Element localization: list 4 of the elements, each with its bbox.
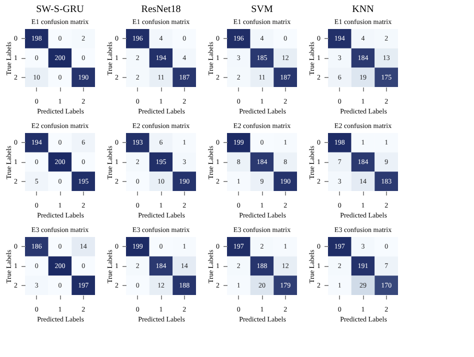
chart-title: SW-S-GRU [36,4,85,15]
chart-title: KNN [352,4,374,15]
chart-title: ResNet18 [141,4,181,15]
chart-title: SVM [251,4,273,15]
